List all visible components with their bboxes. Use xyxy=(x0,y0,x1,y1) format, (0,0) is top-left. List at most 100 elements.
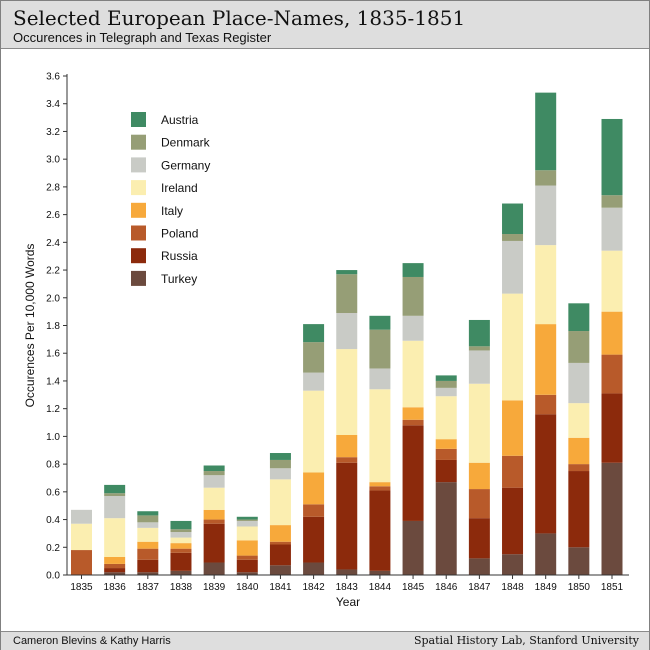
bar-italy-1846 xyxy=(435,439,457,449)
bar-poland-1842 xyxy=(303,504,325,517)
legend-label: Germany xyxy=(161,158,210,172)
bar-austria-1851 xyxy=(601,118,623,196)
bar-stack-1844 xyxy=(369,315,391,575)
bar-denmark-1848 xyxy=(502,234,524,241)
x-axis-label: Year xyxy=(336,595,360,609)
y-tick-label: 1.0 xyxy=(46,432,60,443)
x-tick-label: 1835 xyxy=(70,582,93,593)
bar-germany-1838 xyxy=(170,532,192,538)
bar-russia-1847 xyxy=(468,518,490,559)
bar-ireland-1846 xyxy=(435,396,457,440)
bar-denmark-1847 xyxy=(468,346,490,351)
bar-russia-1844 xyxy=(369,490,391,571)
bar-germany-1842 xyxy=(303,372,325,391)
bar-austria-1845 xyxy=(402,263,424,277)
bar-denmark-1849 xyxy=(535,170,557,186)
legend-swatch xyxy=(131,270,146,286)
bar-russia-1841 xyxy=(269,544,291,566)
bar-turkey-1850 xyxy=(568,547,590,575)
bar-austria-1850 xyxy=(568,303,590,332)
bar-germany-1836 xyxy=(104,495,126,519)
bar-germany-1840 xyxy=(236,520,258,527)
bar-italy-1848 xyxy=(502,400,524,456)
bar-poland-1846 xyxy=(435,448,457,460)
x-tick-label: 1848 xyxy=(501,582,524,593)
bar-ireland-1839 xyxy=(203,487,225,510)
bars-layer xyxy=(71,92,623,575)
bar-russia-1843 xyxy=(336,462,358,570)
bar-austria-1837 xyxy=(137,511,159,516)
bar-italy-1841 xyxy=(269,525,291,542)
bar-stack-1851 xyxy=(601,118,623,575)
legend-item-denmark: Denmark xyxy=(131,134,211,150)
bar-russia-1840 xyxy=(236,559,258,573)
bar-germany-1837 xyxy=(137,522,159,528)
bar-austria-1842 xyxy=(303,324,325,343)
bar-germany-1839 xyxy=(203,475,225,488)
bar-germany-1841 xyxy=(269,468,291,480)
credit-lab: Spatial History Lab, Stanford University xyxy=(413,634,639,647)
bar-denmark-1846 xyxy=(435,380,457,388)
bar-poland-1843 xyxy=(336,457,358,463)
legend-swatch xyxy=(131,248,146,264)
bar-russia-1848 xyxy=(502,487,524,555)
bar-ireland-1845 xyxy=(402,340,424,408)
bar-germany-1850 xyxy=(568,362,590,404)
bar-stack-1838 xyxy=(170,520,192,575)
bar-russia-1838 xyxy=(170,552,192,571)
legend-label: Turkey xyxy=(161,272,197,286)
bar-stack-1837 xyxy=(137,511,159,575)
bar-austria-1849 xyxy=(535,92,557,171)
bar-poland-1838 xyxy=(170,548,192,553)
y-tick-label: 1.2 xyxy=(46,404,60,415)
bar-ireland-1840 xyxy=(236,526,258,541)
bar-denmark-1851 xyxy=(601,195,623,208)
y-tick-label: 2.0 xyxy=(46,293,60,304)
chart-subtitle: Occurences in Telegraph and Texas Regist… xyxy=(13,30,272,45)
bar-austria-1836 xyxy=(104,484,126,494)
bar-poland-1839 xyxy=(203,519,225,524)
x-tick-label: 1849 xyxy=(535,582,558,593)
bar-germany-1846 xyxy=(435,387,457,397)
bar-stack-1850 xyxy=(568,303,590,575)
bar-austria-1841 xyxy=(269,453,291,460)
bar-turkey-1846 xyxy=(435,482,457,575)
y-tick-label: 0.0 xyxy=(46,571,60,582)
x-tick-label: 1850 xyxy=(568,582,591,593)
bar-ireland-1837 xyxy=(137,527,159,542)
bar-turkey-1845 xyxy=(402,520,424,575)
bar-ireland-1850 xyxy=(568,403,590,438)
bar-turkey-1849 xyxy=(535,533,557,575)
bar-russia-1849 xyxy=(535,414,557,534)
y-tick-label: 2.4 xyxy=(46,238,60,249)
bar-poland-1845 xyxy=(402,419,424,426)
y-tick-label: 2.8 xyxy=(46,182,60,193)
bar-italy-1847 xyxy=(468,462,490,490)
x-tick-label: 1836 xyxy=(104,582,127,593)
x-tick-label: 1842 xyxy=(302,582,325,593)
bar-italy-1845 xyxy=(402,407,424,420)
bar-denmark-1845 xyxy=(402,276,424,316)
stacked-bar-chart: 0.0 0.2 0.4 0.6 0.8 1.0 1.2 1.4 1.6 1.8 2.0 2.2 2.4 2… xyxy=(23,72,629,609)
bar-russia-1836 xyxy=(104,568,126,573)
y-tick-label: 1.8 xyxy=(46,321,60,332)
bar-turkey-1836 xyxy=(104,572,126,575)
bar-poland-1844 xyxy=(369,486,391,491)
bar-turkey-1840 xyxy=(236,572,258,575)
legend-label: Austria xyxy=(161,113,199,127)
bar-ireland-1847 xyxy=(468,383,490,463)
bar-turkey-1841 xyxy=(269,565,291,575)
bar-stack-1848 xyxy=(502,203,524,575)
bar-austria-1844 xyxy=(369,315,391,330)
bar-poland-1849 xyxy=(535,394,557,415)
bar-russia-1850 xyxy=(568,471,590,548)
x-tick-label: 1845 xyxy=(402,582,425,593)
bar-germany-1851 xyxy=(601,207,623,251)
chart-header: Selected European Place-Names, 1835-1851… xyxy=(1,1,649,49)
legend-item-turkey: Turkey xyxy=(131,270,197,286)
bar-poland-1836 xyxy=(104,563,126,569)
legend-item-germany: Germany xyxy=(131,157,210,173)
bar-turkey-1847 xyxy=(468,558,490,575)
legend-swatch xyxy=(131,225,146,241)
y-tick-label: 0.4 xyxy=(46,515,60,526)
